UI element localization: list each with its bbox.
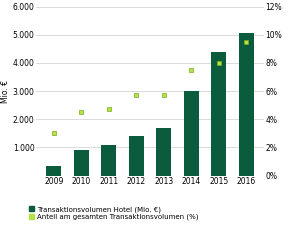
Point xyxy=(52,131,56,135)
Point xyxy=(134,94,139,97)
Point xyxy=(189,68,194,72)
Bar xyxy=(101,145,116,176)
Point xyxy=(244,40,248,44)
Point xyxy=(161,94,166,97)
Y-axis label: Mio. €: Mio. € xyxy=(1,80,10,103)
Legend: Transaktionsvolumen Hotel (Mio. €), Anteil am gesamten Transaktionsvolumen (%): Transaktionsvolumen Hotel (Mio. €), Ante… xyxy=(28,205,200,222)
Point xyxy=(106,108,111,111)
Bar xyxy=(129,136,144,176)
Point xyxy=(216,61,221,65)
Bar xyxy=(238,34,253,176)
Bar xyxy=(46,166,62,176)
Bar xyxy=(74,150,89,176)
Bar xyxy=(156,128,171,176)
Point xyxy=(79,110,84,114)
Bar xyxy=(211,52,226,176)
Bar xyxy=(184,91,199,176)
